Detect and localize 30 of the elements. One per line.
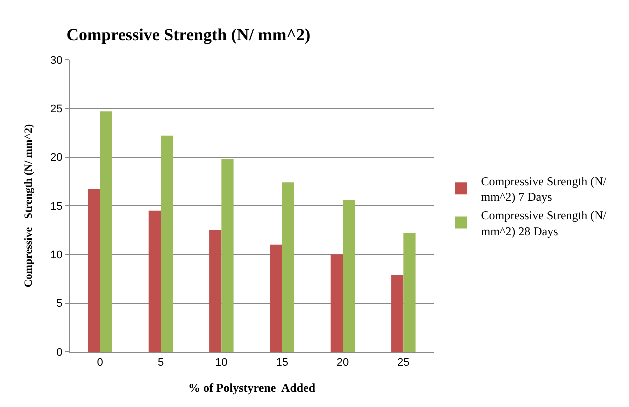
y-tick-label: 15 [50, 200, 63, 213]
x-axis-title: % of Polystyrene Added [188, 381, 316, 396]
bar [392, 275, 404, 352]
bar [270, 244, 282, 352]
legend-label: Compressive Strength (N/ mm^2) 28 Days [481, 208, 608, 238]
x-tick-label: 0 [97, 357, 104, 370]
x-tick-label: 15 [276, 357, 288, 370]
bar [88, 189, 100, 352]
y-tick-label: 0 [56, 346, 63, 359]
x-tick-label: 10 [216, 357, 228, 370]
bar [404, 233, 416, 352]
y-tick-label: 20 [50, 152, 63, 164]
y-tick-label: 5 [56, 298, 63, 310]
bar [222, 159, 234, 352]
bar [210, 230, 222, 352]
y-tick-label: 30 [50, 54, 63, 67]
bar [148, 210, 161, 352]
x-tick-label: 25 [398, 357, 410, 370]
chart-title: Compressive Strength (N/ mm^2) [66, 25, 311, 44]
y-axis-title: Compressive Strength (N/ mm^2) [23, 124, 36, 288]
bar [100, 112, 112, 352]
x-tick-label: 5 [158, 357, 164, 370]
bar [282, 182, 294, 352]
bar [161, 136, 174, 352]
bar [330, 254, 343, 352]
y-tick-label: 10 [50, 250, 63, 262]
legend-label: Compressive Strength (N/ mm^2) 7 Days [481, 174, 608, 204]
y-tick-label: 25 [50, 104, 63, 116]
bar [343, 200, 356, 352]
x-tick-label: 20 [336, 357, 350, 370]
